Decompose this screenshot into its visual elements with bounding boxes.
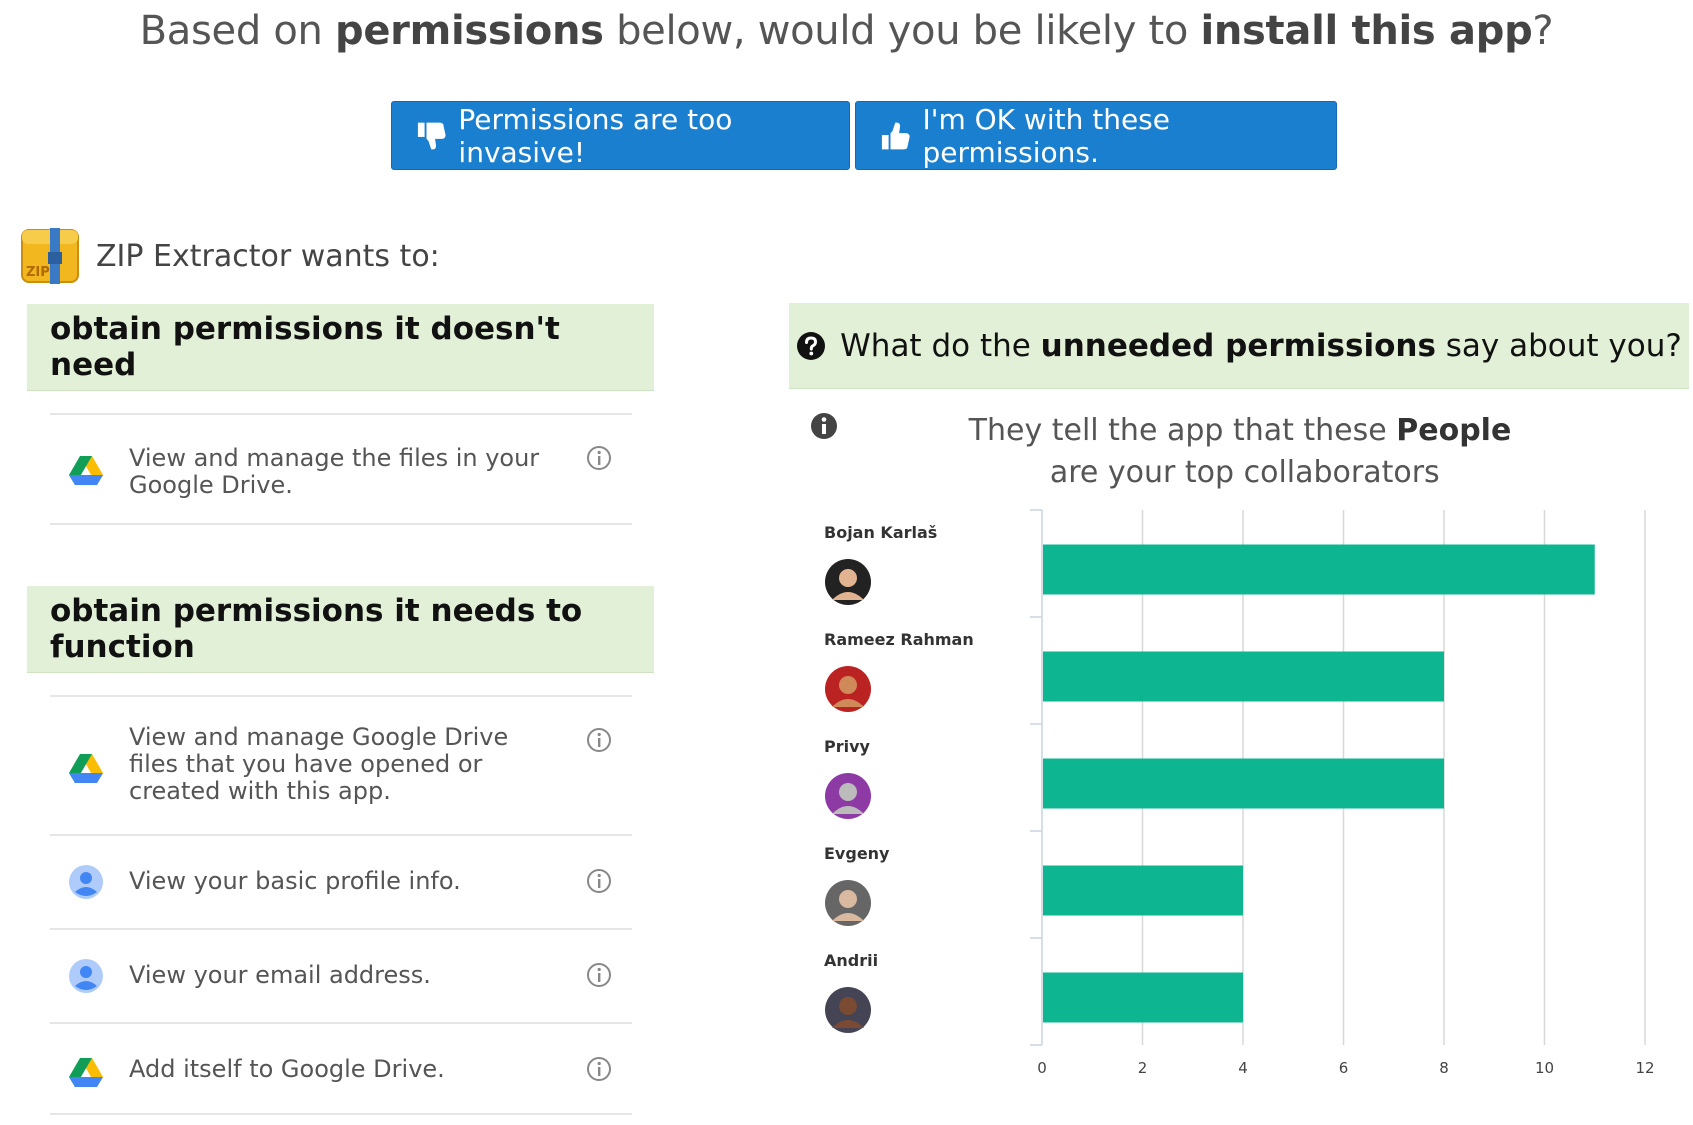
permission-item: View and manage the files in your Google… xyxy=(50,413,632,525)
chart-category-labels: Bojan Karlaš Rameez Rahman Privy Evgeny Andr… xyxy=(824,523,974,1033)
page-headline: Based on permissions below, would you be… xyxy=(0,8,1693,54)
avatar xyxy=(825,880,871,926)
x-tick-label: 4 xyxy=(1238,1059,1248,1077)
avatar xyxy=(825,559,871,605)
info-icon[interactable] xyxy=(586,445,612,471)
avatar xyxy=(825,987,871,1033)
chart-bars xyxy=(1043,544,1595,1023)
bar[interactable] xyxy=(1043,758,1444,809)
zip-archive-icon: ZIP xyxy=(21,228,79,284)
question-part1: What do the xyxy=(840,327,1041,364)
avatar xyxy=(825,666,871,712)
info-icon[interactable] xyxy=(586,868,612,894)
x-tick-label: 6 xyxy=(1339,1059,1349,1077)
avatar xyxy=(825,773,871,819)
info-icon[interactable] xyxy=(586,727,612,753)
bar[interactable] xyxy=(1043,865,1243,916)
permission-item: View your basic profile info. xyxy=(50,834,632,928)
collaborators-question-header: What do the unneeded permissions say abo… xyxy=(789,303,1689,389)
x-tick-label: 0 xyxy=(1037,1059,1047,1077)
bar[interactable] xyxy=(1043,544,1595,595)
chart-x-ticks: 0 2 4 6 8 10 12 xyxy=(1037,1059,1654,1077)
profile-icon xyxy=(69,959,103,993)
question-circle-icon xyxy=(797,331,826,360)
permissions-ok-button[interactable]: I'm OK with these permissions. xyxy=(855,101,1337,170)
info-circle-icon[interactable] xyxy=(810,412,838,440)
x-tick-label: 8 xyxy=(1439,1059,1449,1077)
question-bold: unneeded permissions xyxy=(1040,327,1436,364)
question-part2: say about you? xyxy=(1435,327,1682,364)
bar[interactable] xyxy=(1043,651,1444,702)
permission-text: Add itself to Google Drive. xyxy=(129,1055,445,1083)
permission-item: View and manage Google Drive files that … xyxy=(50,695,632,834)
app-header: ZIP ZIP Extractor wants to: xyxy=(20,226,440,286)
category-label: Evgeny xyxy=(824,844,890,863)
ok-button-label: I'm OK with these permissions. xyxy=(922,102,1170,169)
category-label: Privy xyxy=(824,737,871,756)
headline-part3: ? xyxy=(1532,8,1554,54)
permission-text: View and manage the files in your Google… xyxy=(129,444,540,499)
permission-text: View your basic profile info. xyxy=(129,867,461,895)
headline-part1: Based on xyxy=(139,8,335,54)
headline-bold1: permissions xyxy=(334,8,604,54)
headline-bold2: install this app xyxy=(1200,8,1533,54)
thumbs-up-icon xyxy=(881,122,910,149)
google-drive-icon xyxy=(69,1058,103,1087)
x-tick-label: 12 xyxy=(1635,1059,1654,1077)
profile-icon xyxy=(69,865,103,899)
unneeded-permissions-header: obtain permissions it doesn't need xyxy=(27,304,654,391)
needed-permissions-title: obtain permissions it needs to function xyxy=(50,593,583,665)
chart-title-part2: are your top collaborators xyxy=(1040,455,1440,490)
permission-text: View your email address. xyxy=(129,961,431,989)
category-label: Bojan Karlaš xyxy=(824,523,937,542)
chart-title-bold: People xyxy=(1396,413,1512,448)
thumbs-down-icon xyxy=(417,122,446,149)
needed-permissions-header: obtain permissions it needs to function xyxy=(27,586,654,673)
google-drive-icon xyxy=(69,754,103,783)
permission-text: View and manage Google Drive files that … xyxy=(129,723,509,805)
info-icon[interactable] xyxy=(586,962,612,988)
x-tick-label: 10 xyxy=(1535,1059,1554,1077)
bar[interactable] xyxy=(1043,972,1243,1023)
permission-item: Add itself to Google Drive. xyxy=(50,1022,632,1115)
info-icon[interactable] xyxy=(586,1056,612,1082)
invasive-button-label: Permissions are too invasive! xyxy=(458,102,733,169)
chart-title-part1: They tell the app that these xyxy=(968,413,1397,448)
chart-title: They tell the app that these People are … xyxy=(880,410,1600,494)
google-drive-icon xyxy=(69,456,103,485)
collaborators-bar-chart: Bojan Karlaš Rameez Rahman Privy Evgeny Andr… xyxy=(824,509,1655,1077)
x-tick-label: 2 xyxy=(1138,1059,1148,1077)
category-label: Andrii xyxy=(824,951,878,970)
permission-item: View your email address. xyxy=(50,928,632,1022)
headline-part2: below, would you be likely to xyxy=(603,8,1201,54)
app-wants-label: ZIP Extractor wants to: xyxy=(96,238,440,274)
unneeded-permissions-title: obtain permissions it doesn't need xyxy=(50,311,560,383)
permissions-too-invasive-button[interactable]: Permissions are too invasive! xyxy=(391,101,850,170)
svg-text:ZIP: ZIP xyxy=(26,265,50,280)
category-label: Rameez Rahman xyxy=(824,630,974,649)
